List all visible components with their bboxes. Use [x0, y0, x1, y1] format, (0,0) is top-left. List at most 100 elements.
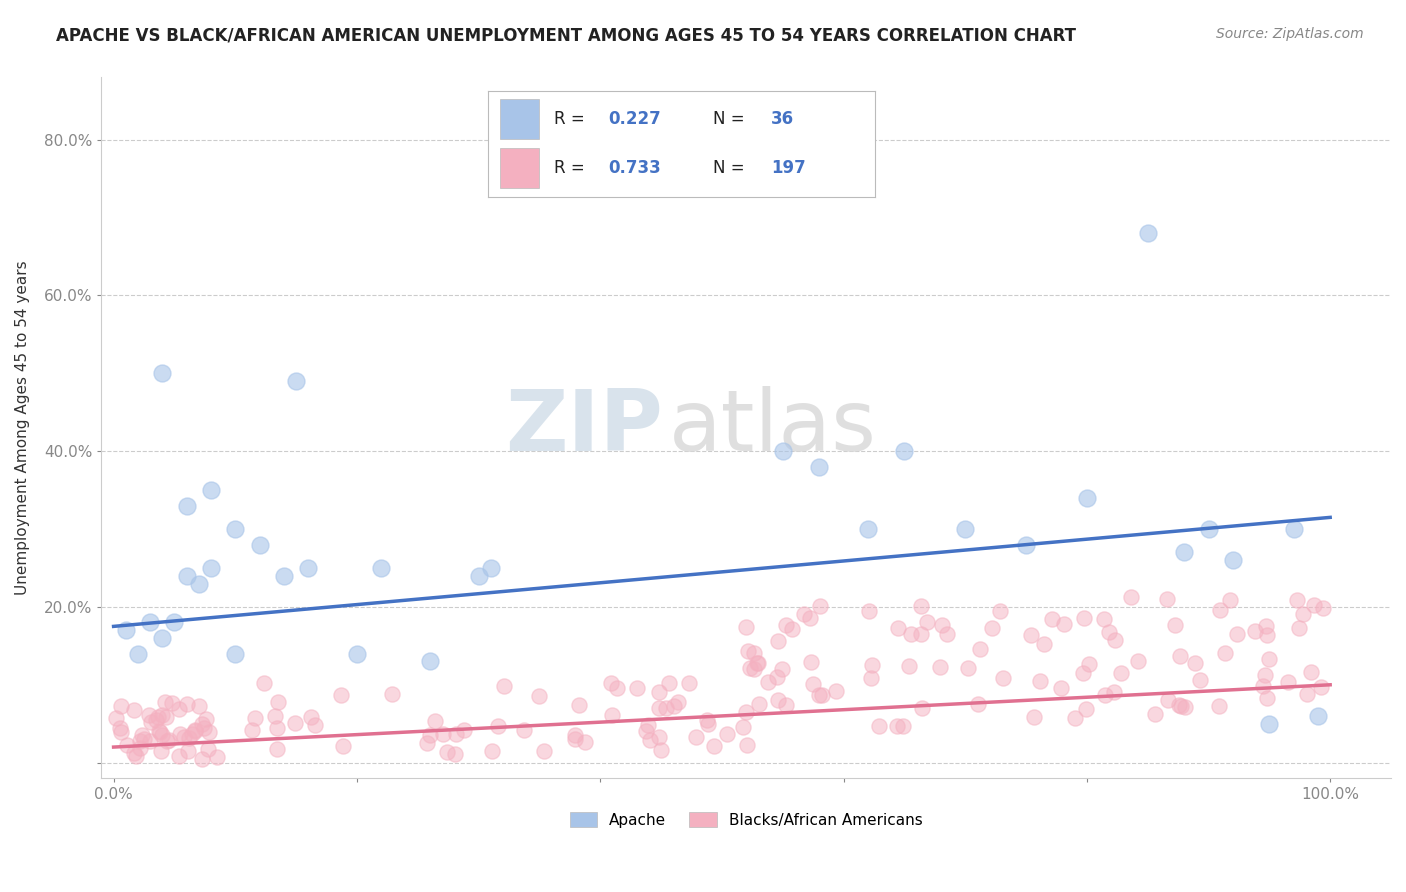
- Point: [467, 568, 489, 582]
- Point: [1074, 702, 1097, 716]
- Point: [574, 734, 596, 748]
- Point: [492, 680, 515, 694]
- Point: [299, 709, 322, 723]
- Point: [153, 695, 176, 709]
- Point: [533, 744, 555, 758]
- Point: [195, 712, 218, 726]
- Point: [1092, 612, 1115, 626]
- Point: [733, 721, 755, 735]
- Point: [266, 695, 288, 709]
- Point: [766, 693, 789, 707]
- Point: [887, 621, 910, 635]
- Point: [1094, 688, 1116, 702]
- Point: [808, 599, 831, 613]
- Point: [419, 655, 441, 669]
- Point: [808, 459, 831, 474]
- Point: [381, 687, 404, 701]
- Point: [1256, 628, 1278, 642]
- Point: [1052, 617, 1074, 632]
- Point: [264, 709, 287, 723]
- Point: [1064, 710, 1087, 724]
- Point: [742, 662, 765, 676]
- Point: [110, 698, 132, 713]
- Point: [1306, 709, 1329, 723]
- Point: [1209, 603, 1232, 617]
- Point: [139, 733, 162, 747]
- Point: [1258, 716, 1281, 731]
- Point: [149, 724, 172, 739]
- Point: [513, 723, 536, 737]
- Point: [1253, 668, 1275, 682]
- Point: [1170, 699, 1192, 714]
- Point: [205, 749, 228, 764]
- Point: [1299, 665, 1322, 679]
- Point: [1033, 637, 1056, 651]
- Point: [193, 721, 215, 735]
- Point: [139, 714, 162, 729]
- Point: [747, 657, 769, 671]
- Point: [370, 561, 392, 575]
- Point: [1164, 617, 1187, 632]
- Point: [766, 634, 789, 648]
- Point: [716, 727, 738, 741]
- Point: [177, 744, 200, 758]
- Y-axis label: Unemployment Among Ages 45 to 54 years: Unemployment Among Ages 45 to 54 years: [15, 260, 30, 595]
- Point: [1168, 698, 1191, 712]
- Point: [184, 724, 207, 739]
- Point: [1226, 627, 1249, 641]
- Point: [1208, 698, 1230, 713]
- Point: [173, 730, 195, 744]
- Point: [1168, 648, 1191, 663]
- Point: [1213, 646, 1236, 660]
- Point: [240, 723, 263, 738]
- Point: [748, 697, 770, 711]
- Point: [811, 688, 834, 702]
- Point: [125, 748, 148, 763]
- Point: [176, 568, 198, 582]
- Point: [163, 615, 186, 630]
- Point: [1071, 665, 1094, 680]
- Point: [893, 444, 915, 458]
- Point: [155, 710, 177, 724]
- Point: [1102, 685, 1125, 699]
- Point: [658, 676, 681, 690]
- Point: [564, 728, 586, 742]
- Point: [1288, 621, 1310, 635]
- Point: [910, 627, 932, 641]
- Point: [1119, 590, 1142, 604]
- Point: [648, 730, 671, 744]
- Point: [479, 561, 502, 575]
- Point: [148, 724, 170, 739]
- Point: [127, 647, 149, 661]
- Point: [911, 701, 934, 715]
- Point: [423, 714, 446, 728]
- Point: [197, 741, 219, 756]
- Point: [443, 747, 465, 761]
- Point: [703, 739, 725, 754]
- Point: [266, 722, 288, 736]
- Point: [167, 702, 190, 716]
- Point: [775, 698, 797, 713]
- Point: [1244, 624, 1267, 638]
- Text: Source: ZipAtlas.com: Source: ZipAtlas.com: [1216, 27, 1364, 41]
- Point: [145, 714, 167, 728]
- Point: [200, 483, 222, 497]
- Point: [740, 661, 762, 675]
- Point: [108, 721, 131, 735]
- Point: [988, 603, 1011, 617]
- Point: [780, 622, 803, 636]
- Point: [859, 671, 882, 685]
- Text: APACHE VS BLACK/AFRICAN AMERICAN UNEMPLOYMENT AMONG AGES 45 TO 54 YEARS CORRELAT: APACHE VS BLACK/AFRICAN AMERICAN UNEMPLO…: [56, 27, 1076, 45]
- Point: [900, 627, 922, 641]
- Point: [799, 611, 821, 625]
- Point: [156, 733, 179, 747]
- Point: [1156, 592, 1178, 607]
- Point: [1143, 707, 1166, 722]
- Point: [187, 576, 209, 591]
- Point: [224, 647, 246, 661]
- Point: [253, 676, 276, 690]
- Point: [858, 604, 880, 618]
- Point: [737, 739, 759, 753]
- Point: [1076, 491, 1098, 505]
- Point: [114, 624, 136, 638]
